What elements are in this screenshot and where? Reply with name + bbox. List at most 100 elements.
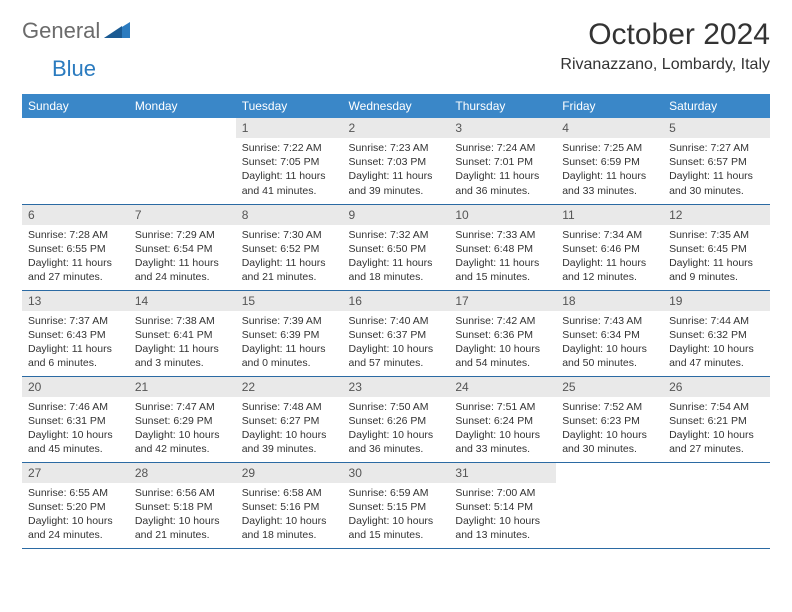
calendar-cell: 1Sunrise: 7:22 AMSunset: 7:05 PMDaylight… bbox=[236, 118, 343, 204]
calendar-cell: 29Sunrise: 6:58 AMSunset: 5:16 PMDayligh… bbox=[236, 462, 343, 548]
day-body: Sunrise: 7:23 AMSunset: 7:03 PMDaylight:… bbox=[343, 138, 450, 202]
header-saturday: Saturday bbox=[663, 94, 770, 118]
day-body: Sunrise: 7:35 AMSunset: 6:45 PMDaylight:… bbox=[663, 225, 770, 289]
calendar-cell: 9Sunrise: 7:32 AMSunset: 6:50 PMDaylight… bbox=[343, 204, 450, 290]
day-number: 23 bbox=[343, 377, 450, 397]
day-body: Sunrise: 7:39 AMSunset: 6:39 PMDaylight:… bbox=[236, 311, 343, 375]
day-body: Sunrise: 7:47 AMSunset: 6:29 PMDaylight:… bbox=[129, 397, 236, 461]
calendar-cell: 20Sunrise: 7:46 AMSunset: 6:31 PMDayligh… bbox=[22, 376, 129, 462]
day-number: 10 bbox=[449, 205, 556, 225]
calendar-cell: .. bbox=[22, 118, 129, 204]
calendar-cell: 5Sunrise: 7:27 AMSunset: 6:57 PMDaylight… bbox=[663, 118, 770, 204]
logo-text-general: General bbox=[22, 18, 100, 44]
day-number: 20 bbox=[22, 377, 129, 397]
calendar-cell: 23Sunrise: 7:50 AMSunset: 6:26 PMDayligh… bbox=[343, 376, 450, 462]
calendar-cell: 3Sunrise: 7:24 AMSunset: 7:01 PMDaylight… bbox=[449, 118, 556, 204]
day-number: 15 bbox=[236, 291, 343, 311]
day-number: 16 bbox=[343, 291, 450, 311]
day-body: Sunrise: 7:00 AMSunset: 5:14 PMDaylight:… bbox=[449, 483, 556, 547]
header: General October 2024 Rivanazzano, Lombar… bbox=[22, 18, 770, 74]
logo-text-blue: Blue bbox=[52, 56, 96, 81]
calendar-row: 20Sunrise: 7:46 AMSunset: 6:31 PMDayligh… bbox=[22, 376, 770, 462]
day-number: 27 bbox=[22, 463, 129, 483]
day-header-row: Sunday Monday Tuesday Wednesday Thursday… bbox=[22, 94, 770, 118]
calendar-cell: 13Sunrise: 7:37 AMSunset: 6:43 PMDayligh… bbox=[22, 290, 129, 376]
day-body: Sunrise: 7:42 AMSunset: 6:36 PMDaylight:… bbox=[449, 311, 556, 375]
header-wednesday: Wednesday bbox=[343, 94, 450, 118]
month-title: October 2024 bbox=[560, 18, 770, 52]
calendar-cell: 31Sunrise: 7:00 AMSunset: 5:14 PMDayligh… bbox=[449, 462, 556, 548]
day-number: 14 bbox=[129, 291, 236, 311]
header-thursday: Thursday bbox=[449, 94, 556, 118]
header-tuesday: Tuesday bbox=[236, 94, 343, 118]
calendar-table: Sunday Monday Tuesday Wednesday Thursday… bbox=[22, 94, 770, 549]
header-sunday: Sunday bbox=[22, 94, 129, 118]
day-body: Sunrise: 7:43 AMSunset: 6:34 PMDaylight:… bbox=[556, 311, 663, 375]
calendar-row: 13Sunrise: 7:37 AMSunset: 6:43 PMDayligh… bbox=[22, 290, 770, 376]
day-number: 21 bbox=[129, 377, 236, 397]
day-number: 26 bbox=[663, 377, 770, 397]
calendar-cell: 16Sunrise: 7:40 AMSunset: 6:37 PMDayligh… bbox=[343, 290, 450, 376]
day-number: 13 bbox=[22, 291, 129, 311]
calendar-cell: 7Sunrise: 7:29 AMSunset: 6:54 PMDaylight… bbox=[129, 204, 236, 290]
day-number: 7 bbox=[129, 205, 236, 225]
location-text: Rivanazzano, Lombardy, Italy bbox=[560, 56, 770, 74]
day-number: 24 bbox=[449, 377, 556, 397]
day-body: Sunrise: 7:30 AMSunset: 6:52 PMDaylight:… bbox=[236, 225, 343, 289]
day-body: Sunrise: 7:54 AMSunset: 6:21 PMDaylight:… bbox=[663, 397, 770, 461]
day-body: Sunrise: 7:51 AMSunset: 6:24 PMDaylight:… bbox=[449, 397, 556, 461]
calendar-cell: 26Sunrise: 7:54 AMSunset: 6:21 PMDayligh… bbox=[663, 376, 770, 462]
day-body: Sunrise: 7:32 AMSunset: 6:50 PMDaylight:… bbox=[343, 225, 450, 289]
day-body: Sunrise: 7:38 AMSunset: 6:41 PMDaylight:… bbox=[129, 311, 236, 375]
day-number: 31 bbox=[449, 463, 556, 483]
calendar-cell: .. bbox=[556, 462, 663, 548]
calendar-cell: 6Sunrise: 7:28 AMSunset: 6:55 PMDaylight… bbox=[22, 204, 129, 290]
day-body: Sunrise: 6:56 AMSunset: 5:18 PMDaylight:… bbox=[129, 483, 236, 547]
calendar-cell: 15Sunrise: 7:39 AMSunset: 6:39 PMDayligh… bbox=[236, 290, 343, 376]
calendar-cell: 22Sunrise: 7:48 AMSunset: 6:27 PMDayligh… bbox=[236, 376, 343, 462]
calendar-cell: 27Sunrise: 6:55 AMSunset: 5:20 PMDayligh… bbox=[22, 462, 129, 548]
day-number: 25 bbox=[556, 377, 663, 397]
calendar-row: 27Sunrise: 6:55 AMSunset: 5:20 PMDayligh… bbox=[22, 462, 770, 548]
day-number: 30 bbox=[343, 463, 450, 483]
day-body: Sunrise: 7:29 AMSunset: 6:54 PMDaylight:… bbox=[129, 225, 236, 289]
day-number: 8 bbox=[236, 205, 343, 225]
day-body: Sunrise: 7:24 AMSunset: 7:01 PMDaylight:… bbox=[449, 138, 556, 202]
day-number: 1 bbox=[236, 118, 343, 138]
day-body: Sunrise: 7:37 AMSunset: 6:43 PMDaylight:… bbox=[22, 311, 129, 375]
day-body: Sunrise: 7:33 AMSunset: 6:48 PMDaylight:… bbox=[449, 225, 556, 289]
calendar-cell: .. bbox=[129, 118, 236, 204]
calendar-body: ....1Sunrise: 7:22 AMSunset: 7:05 PMDayl… bbox=[22, 118, 770, 548]
day-number: 18 bbox=[556, 291, 663, 311]
calendar-cell: 25Sunrise: 7:52 AMSunset: 6:23 PMDayligh… bbox=[556, 376, 663, 462]
day-number: 4 bbox=[556, 118, 663, 138]
day-body: Sunrise: 7:44 AMSunset: 6:32 PMDaylight:… bbox=[663, 311, 770, 375]
header-monday: Monday bbox=[129, 94, 236, 118]
day-body: Sunrise: 7:27 AMSunset: 6:57 PMDaylight:… bbox=[663, 138, 770, 202]
day-body: Sunrise: 7:28 AMSunset: 6:55 PMDaylight:… bbox=[22, 225, 129, 289]
day-number: 5 bbox=[663, 118, 770, 138]
day-number: 29 bbox=[236, 463, 343, 483]
day-number: 2 bbox=[343, 118, 450, 138]
logo-triangle-icon bbox=[104, 20, 130, 43]
calendar-cell: 17Sunrise: 7:42 AMSunset: 6:36 PMDayligh… bbox=[449, 290, 556, 376]
calendar-cell: 14Sunrise: 7:38 AMSunset: 6:41 PMDayligh… bbox=[129, 290, 236, 376]
title-block: October 2024 Rivanazzano, Lombardy, Ital… bbox=[560, 18, 770, 74]
day-body: Sunrise: 7:22 AMSunset: 7:05 PMDaylight:… bbox=[236, 138, 343, 202]
logo: General bbox=[22, 18, 132, 44]
day-number: 6 bbox=[22, 205, 129, 225]
calendar-cell: .. bbox=[663, 462, 770, 548]
calendar-cell: 21Sunrise: 7:47 AMSunset: 6:29 PMDayligh… bbox=[129, 376, 236, 462]
calendar-row: 6Sunrise: 7:28 AMSunset: 6:55 PMDaylight… bbox=[22, 204, 770, 290]
calendar-cell: 30Sunrise: 6:59 AMSunset: 5:15 PMDayligh… bbox=[343, 462, 450, 548]
day-body: Sunrise: 7:52 AMSunset: 6:23 PMDaylight:… bbox=[556, 397, 663, 461]
day-number: 3 bbox=[449, 118, 556, 138]
calendar-cell: 12Sunrise: 7:35 AMSunset: 6:45 PMDayligh… bbox=[663, 204, 770, 290]
calendar-cell: 4Sunrise: 7:25 AMSunset: 6:59 PMDaylight… bbox=[556, 118, 663, 204]
day-body: Sunrise: 6:55 AMSunset: 5:20 PMDaylight:… bbox=[22, 483, 129, 547]
calendar-cell: 2Sunrise: 7:23 AMSunset: 7:03 PMDaylight… bbox=[343, 118, 450, 204]
day-number: 9 bbox=[343, 205, 450, 225]
calendar-cell: 18Sunrise: 7:43 AMSunset: 6:34 PMDayligh… bbox=[556, 290, 663, 376]
calendar-row: ....1Sunrise: 7:22 AMSunset: 7:05 PMDayl… bbox=[22, 118, 770, 204]
day-body: Sunrise: 6:58 AMSunset: 5:16 PMDaylight:… bbox=[236, 483, 343, 547]
